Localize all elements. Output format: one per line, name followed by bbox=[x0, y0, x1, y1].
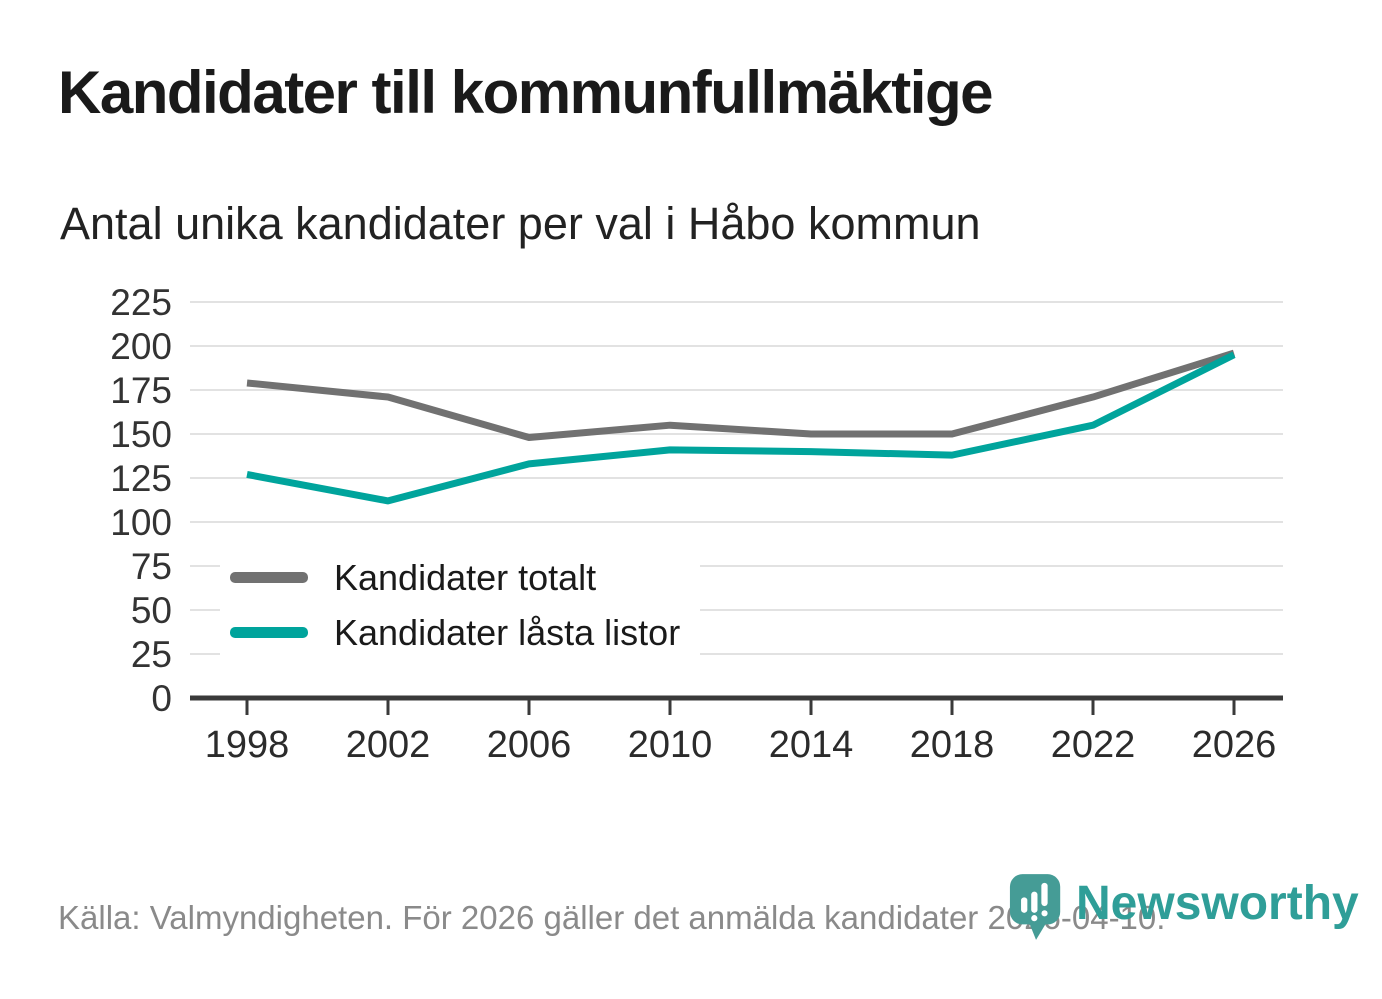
y-tick-label: 200 bbox=[110, 326, 172, 367]
series-line-lasta-listor bbox=[246, 351, 1236, 505]
y-tick-label: 175 bbox=[110, 370, 172, 411]
x-tick-label: 2022 bbox=[1051, 724, 1136, 766]
x-tick-label: 2018 bbox=[910, 724, 995, 766]
y-tick-label: 150 bbox=[110, 414, 172, 455]
y-tick-label: 225 bbox=[110, 282, 172, 323]
newsworthy-wordmark: Newsworthy bbox=[1076, 877, 1359, 930]
x-tick-label: 2014 bbox=[769, 724, 854, 766]
legend-label-lasta-listor: Kandidater låsta listor bbox=[334, 611, 681, 653]
legend-item-kandidater-lasta-listor: Kandidater låsta listor bbox=[230, 605, 680, 660]
y-tick-label: 75 bbox=[131, 546, 172, 587]
y-tick-label: 50 bbox=[131, 590, 172, 631]
y-tick-label: 125 bbox=[110, 458, 172, 499]
chart-subtitle: Antal unika kandidater per val i Håbo ko… bbox=[60, 198, 981, 249]
x-tick-label: 1998 bbox=[205, 724, 290, 766]
x-tick-label: 2026 bbox=[1192, 724, 1277, 766]
legend-item-kandidater-totalt: Kandidater totalt bbox=[230, 550, 680, 605]
chart-title: Kandidater till kommunfullmäktige bbox=[58, 59, 993, 126]
source-note: Källa: Valmyndigheten. För 2026 gäller d… bbox=[58, 899, 1166, 936]
legend-swatch-totalt-icon bbox=[230, 572, 308, 583]
x-tick-label: 2006 bbox=[487, 724, 572, 766]
series-line-totalt bbox=[246, 349, 1236, 442]
y-tick-label: 100 bbox=[110, 502, 172, 543]
chart-legend: Kandidater totalt Kandidater låsta listo… bbox=[220, 546, 701, 672]
x-tick-label: 2010 bbox=[628, 724, 713, 766]
newsworthy-logo: Newsworthy bbox=[1008, 872, 1359, 944]
x-tick-label: 2002 bbox=[346, 724, 431, 766]
legend-swatch-lasta-listor-icon bbox=[230, 627, 308, 638]
newsworthy-pin-icon bbox=[1009, 874, 1061, 940]
legend-label-totalt: Kandidater totalt bbox=[334, 556, 597, 598]
y-tick-label: 25 bbox=[131, 634, 172, 675]
y-tick-label: 0 bbox=[151, 678, 172, 719]
